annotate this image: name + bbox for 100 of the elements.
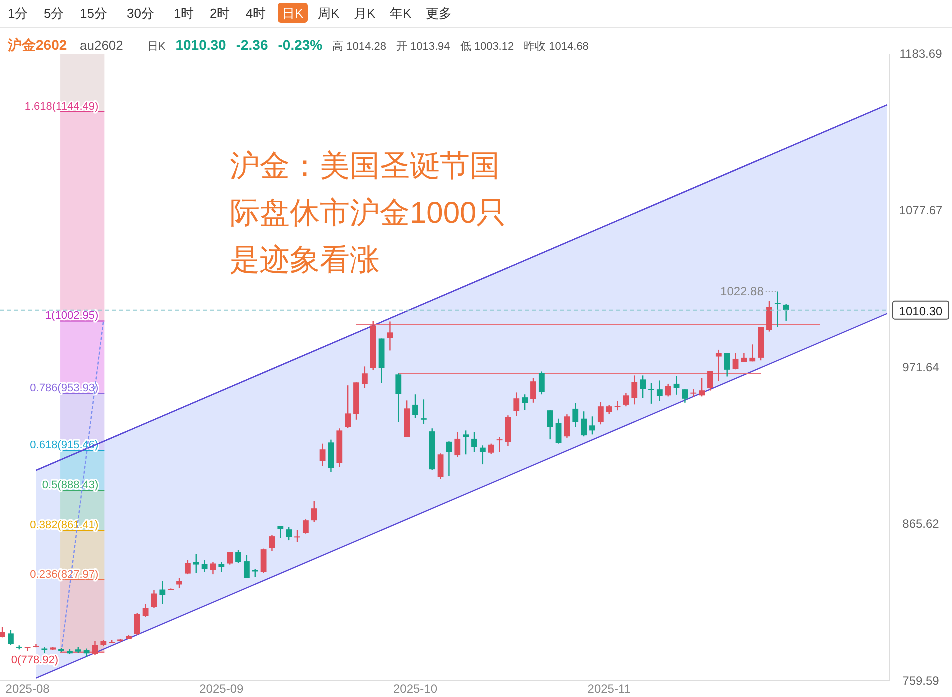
text: 昨收 1014.68	[524, 41, 589, 53]
candlestick	[581, 411, 588, 438]
y-tick-label: 865.62	[902, 517, 940, 532]
ref-line-label: 1(1002.95)	[45, 310, 99, 322]
candlestick	[564, 414, 570, 439]
candlestick	[572, 402, 579, 428]
candlestick	[176, 578, 182, 589]
candlestick	[446, 441, 452, 477]
ref-line-label: 0.5(888.43)	[42, 480, 99, 492]
y-tick-label: 1183.69	[900, 47, 943, 61]
text: 15分	[80, 6, 108, 21]
candlestick	[294, 530, 300, 543]
candlestick	[193, 554, 200, 574]
text: 开 1013.94	[396, 41, 450, 53]
candlestick	[362, 366, 368, 390]
candlestick	[716, 349, 722, 382]
candlestick	[320, 443, 326, 467]
candlestick	[774, 291, 781, 328]
y-tick-label: 971.64	[902, 360, 940, 374]
candlestick	[783, 304, 790, 322]
candlestick	[488, 443, 494, 455]
annotation: 1022.88	[720, 284, 764, 299]
candlestick	[269, 534, 276, 552]
text: 高 1014.28	[332, 40, 386, 53]
candlestick	[311, 500, 318, 523]
text: -0.23%	[278, 37, 324, 53]
x-tick-label: 2025-11	[588, 682, 632, 696]
candlestick	[590, 416, 596, 436]
annotation: 际盘休市沪金1000只	[230, 197, 507, 230]
text: 1时	[174, 6, 194, 21]
text: 年K	[390, 6, 412, 21]
ref-line-label: 0(778.92)	[11, 654, 59, 666]
candlestick	[623, 392, 630, 408]
annotation: 沪金：美国圣诞节国	[230, 150, 500, 183]
x-tick-label: 2025-10	[393, 682, 438, 696]
candlestick	[8, 630, 14, 646]
candlestick	[286, 526, 292, 542]
candlestick	[472, 432, 478, 453]
ref-line-label: 0.382(861.41)	[30, 519, 99, 532]
annotation: 是迹象看涨	[230, 244, 380, 277]
text: 1分	[8, 6, 28, 21]
candlestick	[260, 548, 267, 574]
text: au2602	[80, 38, 124, 53]
candlestick	[387, 321, 394, 352]
candlestick	[438, 453, 444, 480]
text: 2时	[210, 6, 230, 21]
text: 4时	[246, 6, 266, 21]
candlestick	[708, 370, 714, 392]
candlestick	[454, 432, 461, 458]
candlestick	[210, 562, 216, 576]
candlestick	[699, 377, 706, 398]
candlestick	[741, 352, 748, 363]
candlestick	[396, 373, 402, 423]
candlestick	[682, 388, 688, 404]
text: 更多	[426, 6, 452, 21]
candlestick	[0, 626, 6, 638]
candlestick	[24, 646, 31, 652]
candlestick	[614, 400, 621, 412]
candlestick	[640, 375, 646, 399]
candlestick	[674, 376, 680, 396]
candlestick	[732, 352, 739, 370]
candlestick	[496, 436, 503, 453]
candlestick	[598, 401, 604, 426]
candlestick	[227, 552, 234, 566]
text: 1010.30	[176, 37, 227, 53]
text: 月K	[354, 6, 376, 21]
candlestick	[151, 590, 158, 609]
x-tick-label: 2025-08	[6, 682, 50, 696]
ref-line-label: 0.236(827.97)	[30, 568, 99, 581]
candlestick	[766, 300, 772, 332]
ref-line-label: 1.618(1144.49)	[24, 100, 99, 113]
candlestick	[302, 518, 309, 534]
candlestick	[160, 580, 166, 606]
y-tick-label: 759.59	[902, 674, 940, 688]
candlestick	[750, 344, 756, 362]
text: 30分	[127, 6, 154, 21]
candlestick	[514, 392, 520, 417]
candlestick	[134, 612, 140, 636]
candlestick	[244, 554, 250, 579]
text: -2.36	[236, 37, 268, 53]
text: 低 1003.12	[460, 41, 514, 53]
candlestick	[412, 394, 418, 419]
candlestick	[547, 410, 554, 440]
candlestick	[522, 394, 528, 411]
candlestick	[420, 399, 427, 425]
candlestick	[92, 640, 98, 656]
candlestick	[538, 371, 545, 396]
text: 日K	[282, 6, 304, 21]
candlestick	[648, 382, 654, 405]
candlestick	[665, 383, 672, 398]
candlestick	[218, 562, 225, 573]
candlestick	[724, 352, 730, 378]
candlestick	[632, 375, 638, 406]
x-tick-label: 2025-09	[200, 682, 244, 696]
y-tick-label: 1077.67	[899, 204, 944, 218]
candlestick	[480, 445, 486, 466]
candlestick	[463, 430, 470, 456]
ref-line-label: 1010.30	[899, 304, 944, 318]
candlestick	[236, 550, 242, 564]
chart-title: 沪金2602	[7, 37, 68, 53]
